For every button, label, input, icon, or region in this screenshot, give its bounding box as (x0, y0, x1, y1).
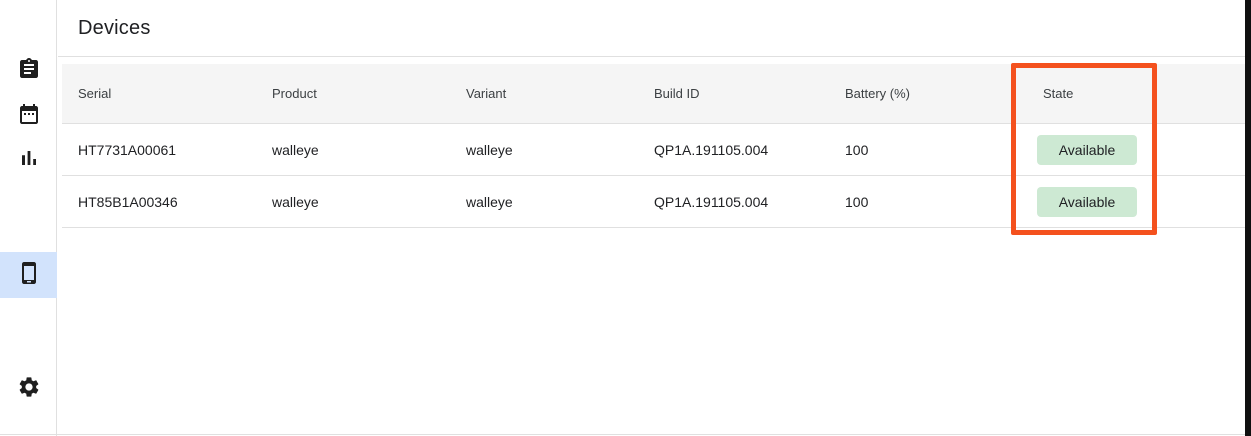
sidebar-item-reports[interactable] (0, 137, 57, 183)
main-content: Devices Serial Product Variant Build ID … (58, 0, 1251, 436)
cell-battery: 100 (845, 193, 869, 210)
state-badge: Available (1037, 134, 1137, 165)
title-divider (58, 56, 1246, 57)
cell-serial: HT85B1A00346 (78, 193, 178, 210)
devices-table: Serial Product Variant Build ID Battery … (62, 64, 1245, 228)
right-edge-dark-strip (1245, 0, 1251, 436)
cell-product: walleye (272, 141, 319, 158)
cell-variant: walleye (466, 141, 513, 158)
sidebar-item-settings[interactable] (0, 366, 57, 412)
sidebar-item-test-plans[interactable] (0, 48, 57, 94)
calendar-icon (17, 102, 41, 131)
settings-gear-icon (17, 375, 41, 404)
cell-state: Available (1027, 134, 1245, 165)
smartphone-icon (17, 261, 41, 290)
cell-variant: walleye (466, 193, 513, 210)
cell-state: Available (1027, 186, 1245, 217)
sidebar-item-schedule[interactable] (0, 93, 57, 139)
column-header-variant: Variant (466, 86, 507, 101)
cell-build-id: QP1A.191105.004 (654, 141, 769, 158)
table-header-row: Serial Product Variant Build ID Battery … (62, 64, 1245, 124)
column-header-build-id: Build ID (654, 86, 700, 101)
table-row[interactable]: HT7731A00061 walleye walleye QP1A.191105… (62, 124, 1245, 176)
sidebar (0, 0, 57, 436)
column-header-serial: Serial (78, 86, 112, 101)
cell-product: walleye (272, 193, 319, 210)
column-header-product: Product (272, 86, 317, 101)
cell-build-id: QP1A.191105.004 (654, 193, 769, 210)
page-title: Devices (78, 17, 151, 39)
column-header-state: State (1043, 86, 1074, 101)
assignment-icon (17, 57, 41, 86)
column-header-battery: Battery (%) (845, 86, 911, 101)
table-row[interactable]: HT85B1A00346 walleye walleye QP1A.191105… (62, 176, 1245, 228)
bottom-edge-divider (0, 434, 1251, 435)
cell-serial: HT7731A00061 (78, 141, 177, 158)
bar-chart-icon (17, 146, 41, 175)
cell-battery: 100 (845, 141, 869, 158)
sidebar-item-devices[interactable] (0, 252, 57, 298)
state-badge: Available (1037, 186, 1137, 217)
